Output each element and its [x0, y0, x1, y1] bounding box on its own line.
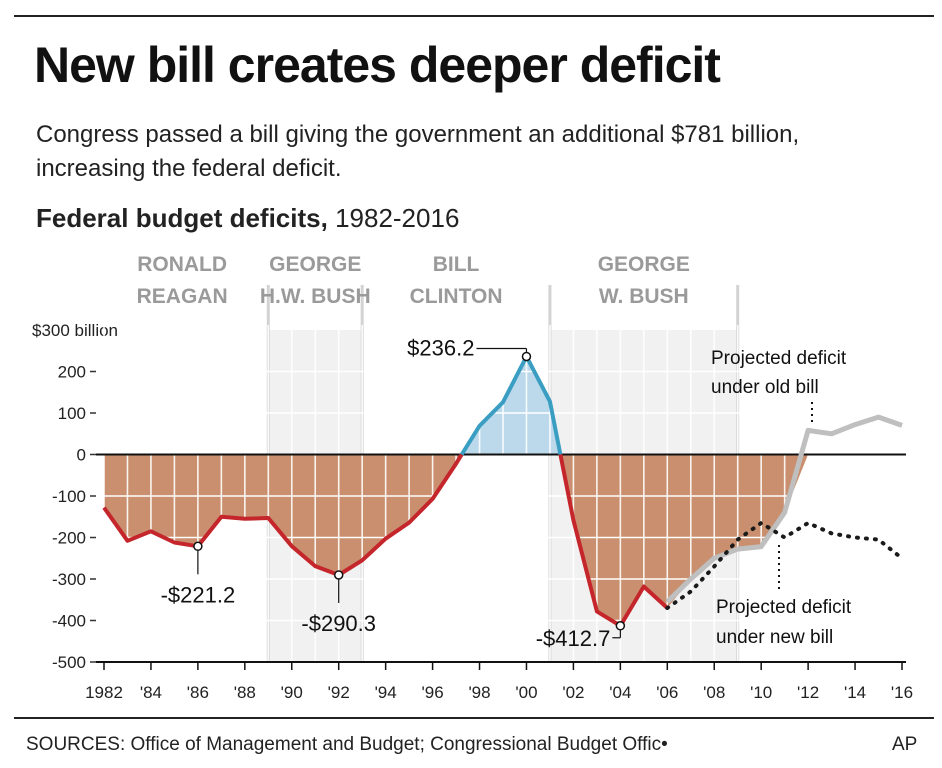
headline: New bill creates deeper deficit — [34, 37, 721, 93]
old-bill-label-line2: under old bill — [711, 377, 819, 398]
x-tick-label-6: '94 — [375, 683, 397, 702]
new-bill-label-line1: Projected deficit — [716, 597, 852, 618]
y-tick-label-7: -400 — [52, 612, 86, 631]
x-tick-label-13: '08 — [703, 683, 725, 702]
x-tick-label-16: '14 — [844, 683, 866, 702]
x-tick-label-9: '00 — [515, 683, 537, 702]
x-tick-label-11: '04 — [609, 683, 631, 702]
y-tick-label-2: 100 — [58, 404, 86, 423]
deficit-area-2000s — [560, 454, 902, 626]
era-label-bottom-3: W. BUSH — [599, 285, 689, 308]
chart-heading: Federal budget deficits, 1982-2016 — [36, 203, 459, 234]
annotation-label-2: $236.2 — [407, 335, 474, 360]
chart-heading-range: 1982-2016 — [335, 203, 460, 233]
subtitle: Congress passed a bill giving the govern… — [36, 121, 800, 182]
bottom-rule — [14, 717, 934, 719]
ap-credit: AP — [892, 734, 918, 755]
x-tick-label-1: '84 — [140, 683, 162, 702]
top-rule — [14, 15, 934, 17]
new-bill-label-line2: under new bill — [716, 627, 833, 648]
x-tick-label-3: '88 — [234, 683, 256, 702]
era-label-bottom-0: REAGAN — [137, 285, 228, 308]
new-bill-line — [665, 520, 904, 610]
era-label-top-0: RONALD — [137, 253, 227, 276]
era-label-top-3: GEORGE — [598, 253, 690, 276]
x-tick-label-15: '12 — [797, 683, 819, 702]
x-tick-label-2: '86 — [187, 683, 209, 702]
old-bill-label-line1: Projected deficit — [711, 348, 847, 369]
y-tick-label-6: -300 — [52, 570, 86, 589]
y-tick-label-4: -100 — [52, 487, 86, 506]
surplus-area — [461, 356, 561, 455]
surplus-line — [460, 354, 563, 456]
x-tick-label-8: '98 — [468, 683, 490, 702]
era-label-top-2: BILL — [433, 253, 480, 276]
x-tick-label-0: 1982 — [85, 683, 123, 702]
annotation-marker-1 — [333, 570, 344, 580]
x-tick-label-17: '16 — [891, 683, 913, 702]
annotation-marker-0 — [193, 541, 203, 552]
x-tick-label-10: '02 — [562, 683, 584, 702]
chart-heading-bold: Federal budget deficits, — [36, 203, 328, 233]
y-tick-label-8: -500 — [52, 653, 86, 672]
y-tick-label-3: 0 — [77, 446, 86, 465]
era-label-bottom-2: CLINTON — [410, 285, 503, 308]
x-tick-label-4: '90 — [281, 683, 303, 702]
annotation-marker-2 — [521, 351, 532, 362]
y-tick-label-0: $300 billion — [32, 321, 118, 340]
annotation-label-3: -$412.7 — [536, 626, 611, 651]
x-tick-label-7: '96 — [422, 683, 444, 702]
old-bill-line — [665, 414, 903, 604]
annotation-label-0: -$221.2 — [161, 582, 236, 607]
era-label-bottom-1: H.W. BUSH — [260, 285, 371, 308]
sources-note: SOURCES: Office of Management and Budget… — [26, 734, 668, 755]
annotation-label-1: -$290.3 — [301, 611, 376, 636]
deficit-line-2001-2006 — [558, 454, 669, 628]
x-tick-label-14: '10 — [750, 683, 772, 702]
y-tick-label-1: 200 — [58, 363, 86, 382]
deficit-line-1982-1997 — [102, 453, 464, 577]
annotation-marker-3 — [615, 621, 626, 631]
x-tick-label-12: '06 — [656, 683, 678, 702]
era-label-top-1: GEORGE — [269, 253, 361, 276]
x-tick-label-5: '92 — [328, 683, 350, 702]
y-tick-label-5: -200 — [52, 529, 86, 548]
